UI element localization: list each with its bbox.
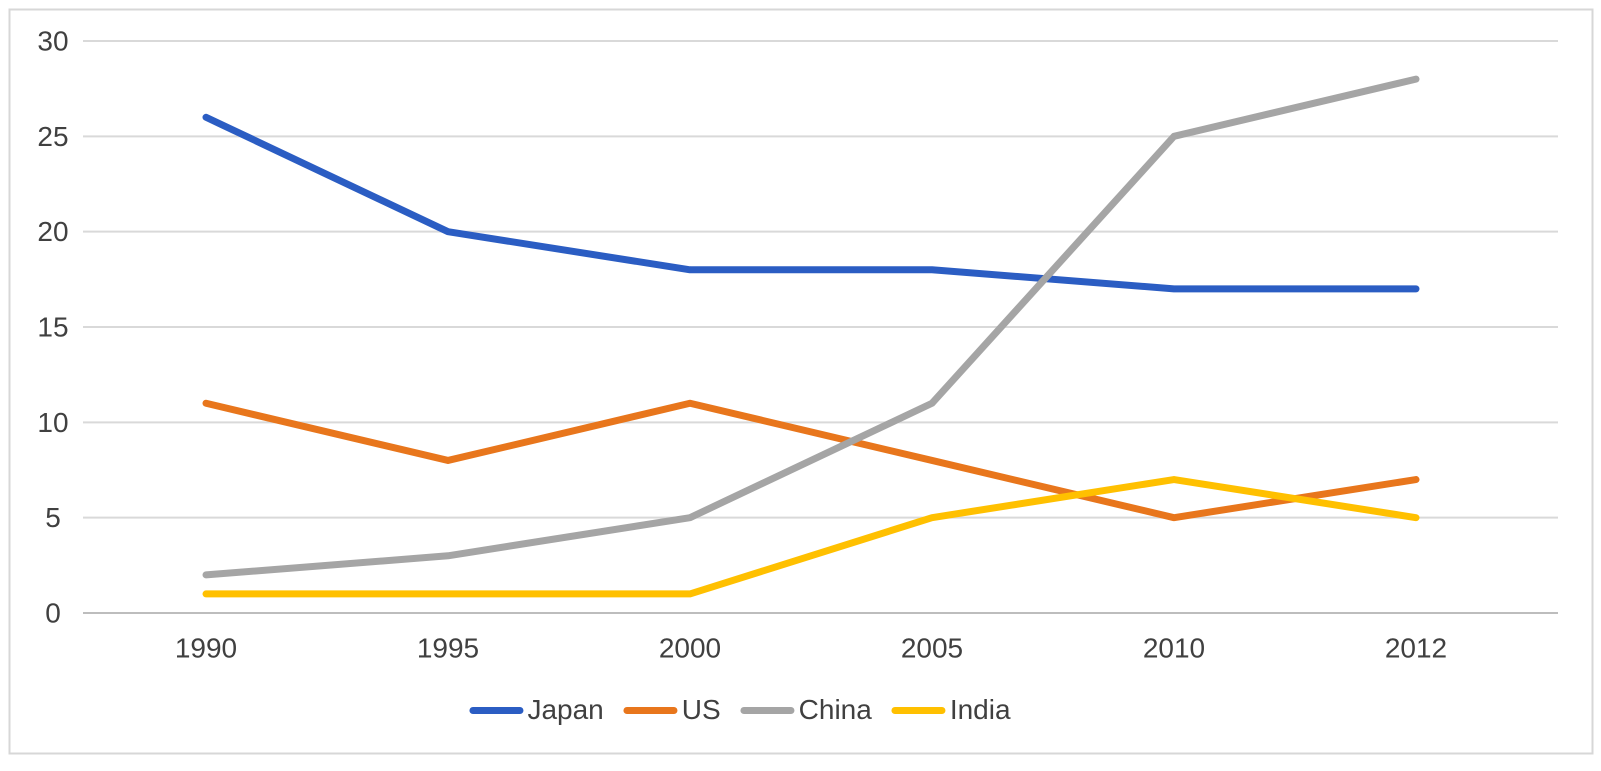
x-axis-tick-label: 2010 — [1143, 633, 1205, 664]
legend-item-us: US — [623, 694, 721, 725]
series-line-india — [202, 476, 1420, 598]
x-axis-tick-label: 2000 — [659, 633, 721, 664]
series-line-japan — [202, 113, 1420, 293]
x-axis-tick-label: 1995 — [417, 633, 479, 664]
chart-legend: Japan US China India — [469, 694, 1011, 725]
legend-item-japan: Japan — [469, 694, 604, 725]
chart-frame-border — [8, 8, 1594, 755]
y-axis-tick-label: 25 — [37, 121, 68, 152]
y-axis-tick-label: 30 — [37, 26, 68, 57]
series-line-china — [202, 75, 1420, 579]
legend-swatch-india — [891, 706, 946, 714]
legend-swatch-us — [623, 706, 678, 714]
y-axis-tick-label: 15 — [37, 312, 68, 343]
y-axis-tick-label: 0 — [45, 598, 61, 629]
y-axis-tick-label: 10 — [37, 407, 68, 438]
legend-label-us: US — [681, 694, 721, 725]
x-axis-tick-label: 1990 — [175, 633, 237, 664]
legend-item-china: China — [740, 694, 872, 725]
x-axis-tick-label: 2005 — [901, 633, 963, 664]
y-axis-tick-label: 5 — [45, 502, 61, 533]
x-axis-tick-label: 2012 — [1385, 633, 1447, 664]
legend-label-japan: Japan — [527, 694, 604, 725]
legend-swatch-japan — [469, 706, 524, 714]
legend-label-india: India — [949, 694, 1011, 725]
series-line-us — [202, 399, 1420, 522]
legend-label-china: China — [798, 694, 872, 725]
legend-item-india: India — [891, 694, 1011, 725]
legend-swatch-china — [740, 706, 795, 714]
y-axis-tick-label: 20 — [37, 216, 68, 247]
